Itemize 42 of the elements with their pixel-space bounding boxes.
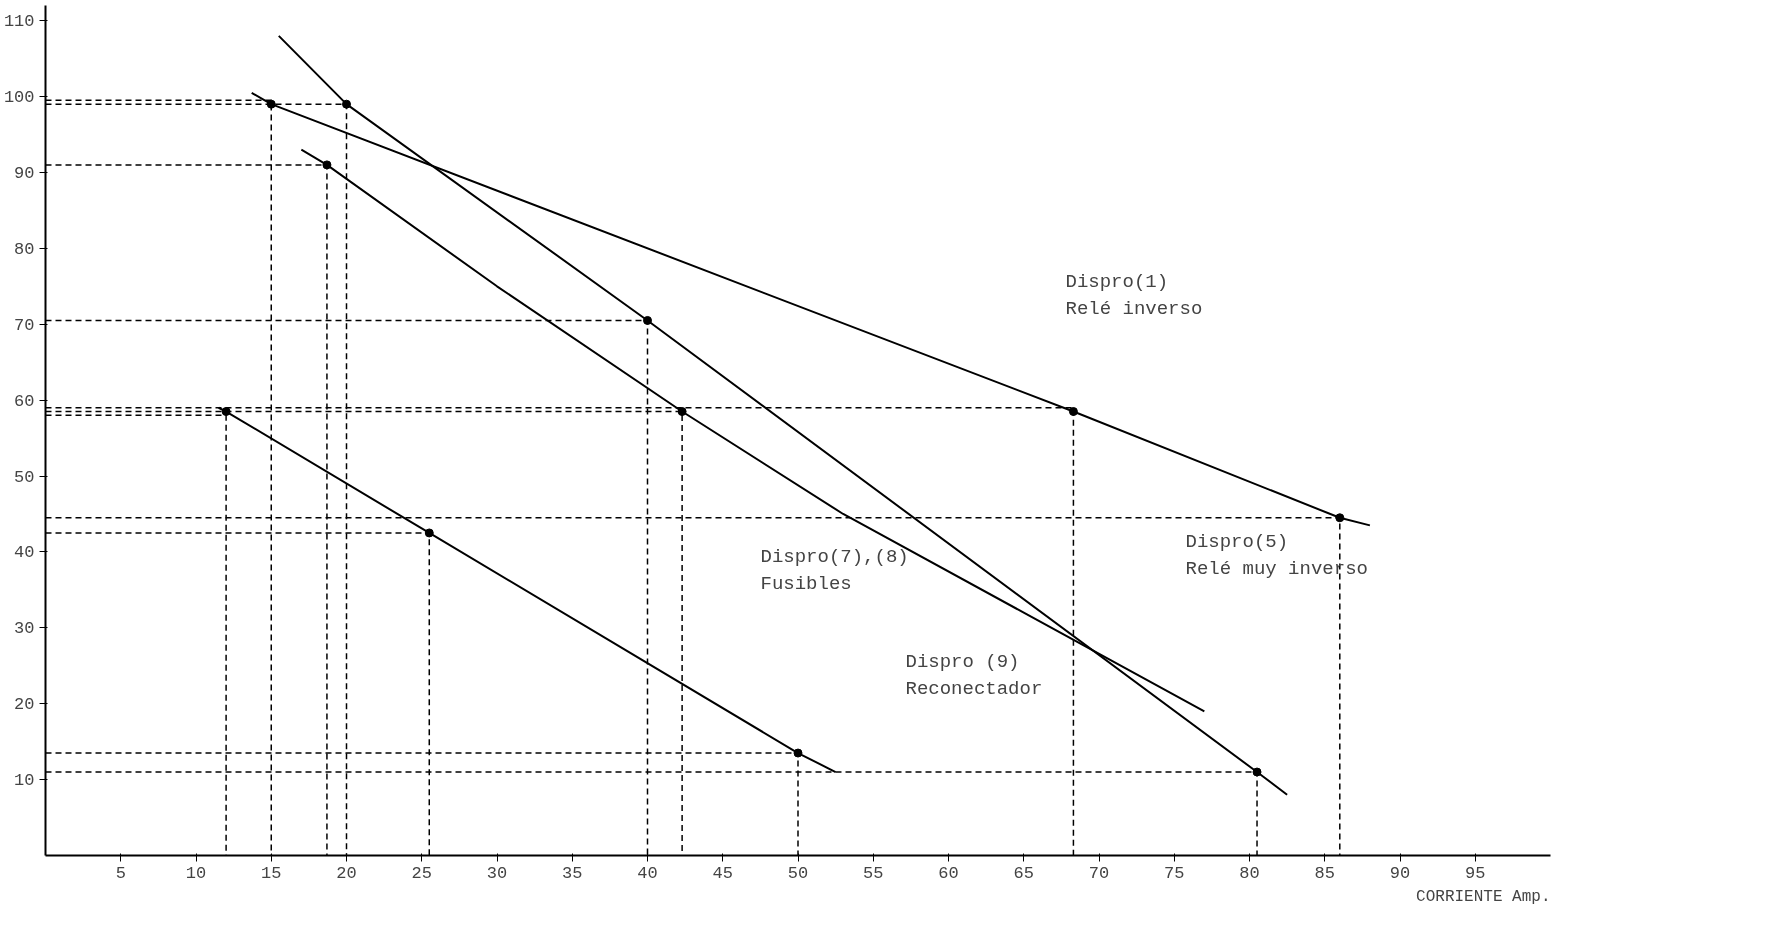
- x-tick-label: 85: [1314, 863, 1335, 883]
- annotation: Dispro (9) Reconectador: [905, 651, 1043, 700]
- x-axis-title: CORRIENTE Amp.: [1416, 887, 1551, 906]
- x-tick-label: 95: [1465, 863, 1486, 883]
- x-tick-label: 5: [115, 863, 126, 883]
- x-tick-label: 45: [712, 863, 733, 883]
- x-tick-label: 75: [1164, 863, 1185, 883]
- annotation: Dispro(7),(8) Fusibles: [760, 546, 909, 595]
- point: [424, 528, 434, 538]
- x-tick-label: 80: [1239, 863, 1260, 883]
- x-tick-label: 35: [562, 863, 583, 883]
- y-tick-label: 100: [3, 88, 35, 108]
- y-tick-label: 40: [14, 543, 35, 563]
- x-tick-label: 20: [336, 863, 357, 883]
- point: [1335, 513, 1345, 523]
- y-tick-label: 110: [3, 12, 35, 32]
- point: [677, 407, 687, 417]
- y-tick-label: 70: [14, 315, 35, 335]
- y-tick-label: 10: [14, 771, 35, 791]
- point: [342, 99, 351, 109]
- x-tick-label: 10: [185, 863, 207, 883]
- x-tick-label: 55: [863, 863, 884, 883]
- y-tick-label: 90: [14, 163, 35, 183]
- y-tick-label: 80: [14, 239, 35, 259]
- point: [643, 315, 652, 325]
- annotation: Dispro(1) Relé inverso: [1065, 271, 1203, 320]
- x-tick-label: 65: [1013, 863, 1034, 883]
- x-tick-label: 15: [261, 863, 282, 883]
- point: [1068, 407, 1078, 417]
- x-tick-label: 40: [637, 863, 658, 883]
- x-tick-label: 25: [411, 863, 432, 883]
- x-tick-label: 70: [1088, 863, 1110, 883]
- x-tick-label: 50: [787, 863, 809, 883]
- y-tick-label: 60: [14, 391, 35, 411]
- y-tick-label: 50: [14, 467, 35, 487]
- y-tick-label: 20: [14, 695, 35, 715]
- y-tick-label: 30: [14, 619, 35, 639]
- x-tick-label: 30: [486, 863, 508, 883]
- annotation: Dispro(5) Relé muy inverso: [1185, 531, 1368, 580]
- x-tick-label: 60: [938, 863, 959, 883]
- x-tick-label: 90: [1389, 863, 1411, 883]
- point: [1252, 767, 1262, 777]
